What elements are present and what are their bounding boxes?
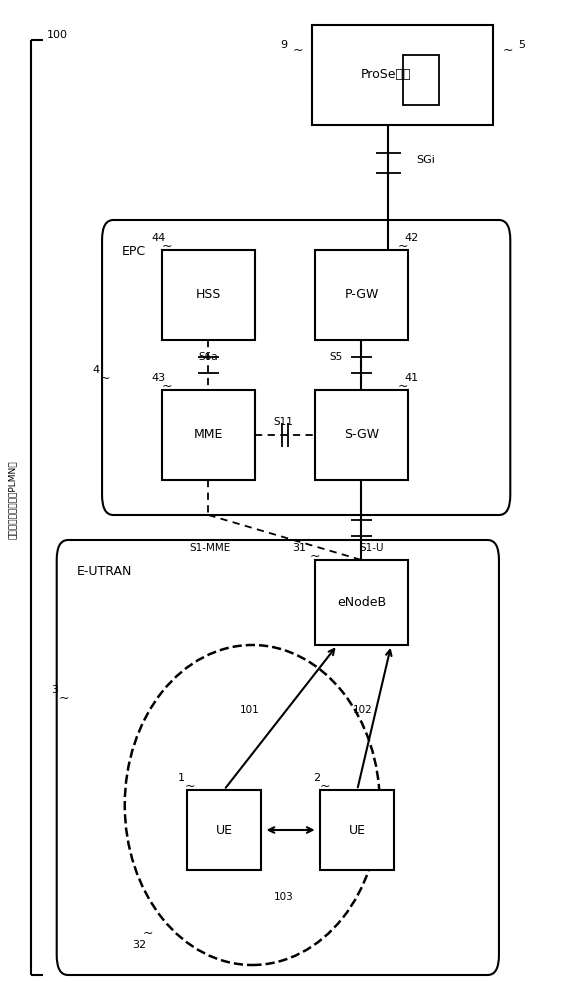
Text: 101: 101	[240, 705, 259, 715]
Text: ProSe功能: ProSe功能	[360, 68, 411, 82]
Text: 9: 9	[280, 40, 287, 50]
FancyBboxPatch shape	[57, 540, 499, 975]
Text: 42: 42	[404, 233, 418, 243]
Text: 103: 103	[274, 892, 293, 902]
Text: 31: 31	[292, 543, 306, 553]
Text: S-GW: S-GW	[344, 428, 379, 441]
Text: 100: 100	[47, 30, 68, 40]
Text: ~: ~	[320, 780, 330, 792]
Text: ~: ~	[162, 379, 172, 392]
Text: ~: ~	[397, 379, 408, 392]
Text: ~: ~	[293, 43, 303, 56]
Text: ~: ~	[100, 371, 110, 384]
Text: 41: 41	[404, 373, 418, 383]
Bar	[315, 390, 408, 480]
Text: ~: ~	[142, 926, 153, 940]
Text: 公共陆地移动网络（PLMN）: 公共陆地移动网络（PLMN）	[8, 461, 17, 539]
Text: 44: 44	[151, 233, 166, 243]
Bar	[187, 790, 261, 870]
Text: ~: ~	[397, 239, 408, 252]
Bar	[162, 390, 255, 480]
Text: UE: UE	[215, 824, 232, 836]
Text: HSS: HSS	[196, 288, 221, 301]
Bar	[315, 250, 408, 340]
Bar	[315, 560, 408, 645]
Text: 2: 2	[313, 773, 320, 783]
Text: EPC: EPC	[122, 245, 146, 258]
Text: 5: 5	[518, 40, 525, 50]
Text: S11: S11	[273, 417, 294, 427]
Text: 43: 43	[152, 373, 166, 383]
Bar	[320, 790, 394, 870]
Text: S1-U: S1-U	[359, 543, 383, 553]
Text: S1-MME: S1-MME	[189, 543, 230, 553]
Text: 32: 32	[132, 940, 146, 950]
Text: ~: ~	[502, 43, 513, 56]
Text: E-UTRAN: E-UTRAN	[77, 565, 132, 578]
Text: 1: 1	[178, 773, 185, 783]
Text: UE: UE	[349, 824, 366, 836]
Text: ~: ~	[162, 239, 172, 252]
Text: eNodeB: eNodeB	[337, 596, 386, 609]
Text: ~: ~	[310, 550, 320, 562]
FancyBboxPatch shape	[102, 220, 510, 515]
Text: S6a: S6a	[198, 352, 218, 362]
Text: 4: 4	[93, 365, 100, 375]
Text: 3: 3	[52, 685, 58, 695]
Text: SGi: SGi	[417, 155, 435, 165]
Text: MME: MME	[194, 428, 223, 441]
Bar	[162, 250, 255, 340]
Text: 102: 102	[353, 705, 373, 715]
Bar	[403, 55, 439, 105]
Text: ~: ~	[58, 692, 69, 704]
Bar	[312, 25, 493, 125]
Text: S5: S5	[330, 352, 343, 362]
Text: P-GW: P-GW	[344, 288, 379, 301]
Text: ~: ~	[185, 780, 195, 792]
